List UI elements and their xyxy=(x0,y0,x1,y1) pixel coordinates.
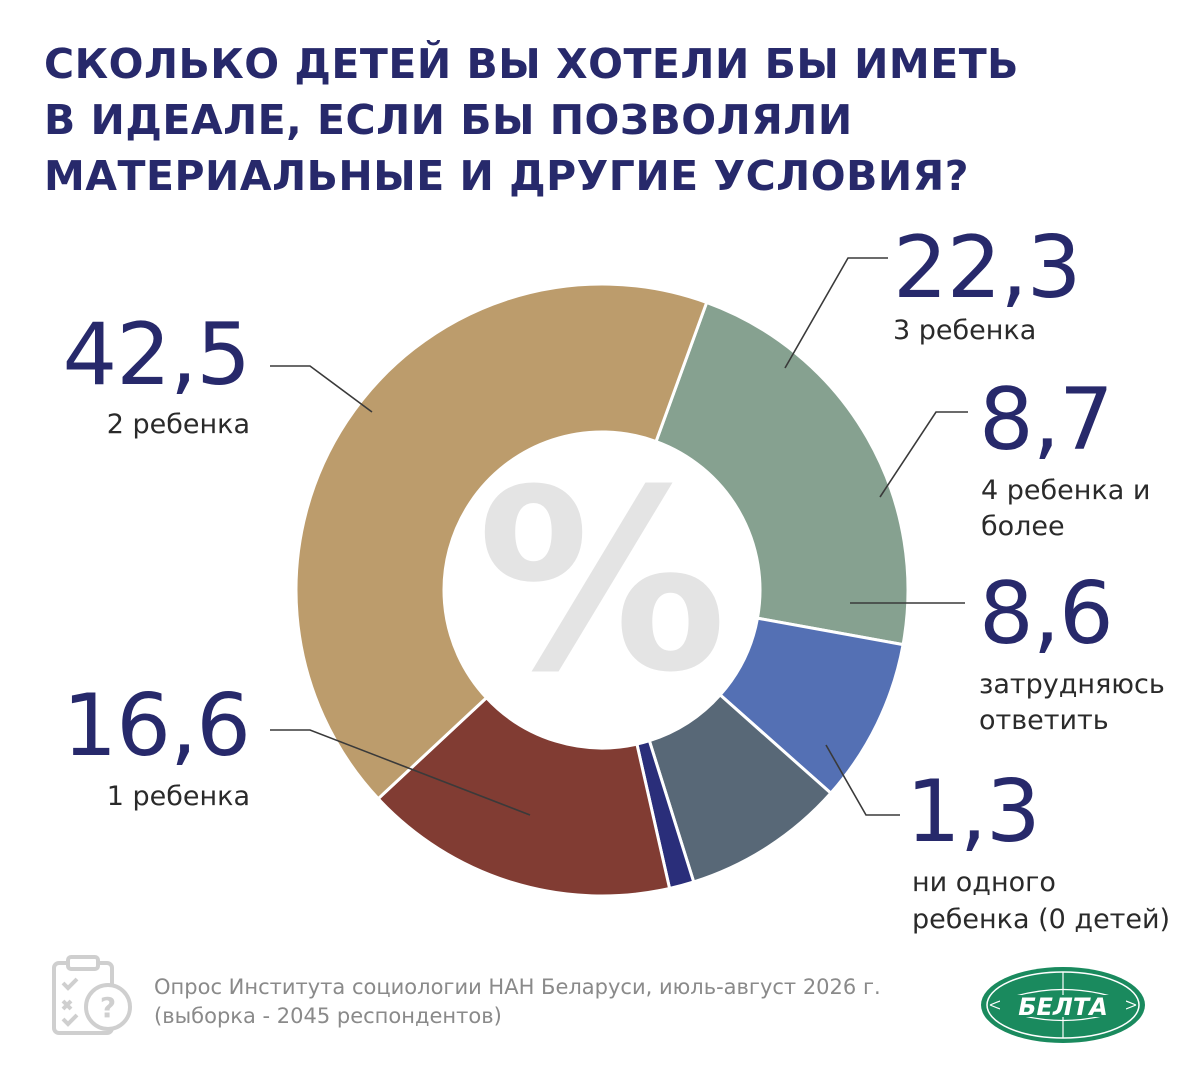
value-label-3-children: 22,3 xyxy=(893,218,1081,318)
value-label-0-children: 1,3 xyxy=(906,762,1041,862)
category-label-hard-line2: ответить xyxy=(979,705,1109,736)
leader-line-4 xyxy=(270,729,531,816)
category-label-0-line1: ни одного xyxy=(912,867,1056,898)
chart-title: СКОЛЬКО ДЕТЕЙ ВЫ ХОТЕЛИ БЫ ИМЕТЬ В ИДЕАЛ… xyxy=(44,36,1044,204)
category-label-4plus-line2: более xyxy=(981,511,1065,542)
title-line-2: В ИДЕАЛЕ, ЕСЛИ БЫ ПОЗВОЛЯЛИ xyxy=(44,96,853,144)
category-label-3-children: 3 ребенка xyxy=(893,315,1037,346)
value-label-4plus-children: 8,7 xyxy=(979,370,1114,470)
leader-line-3 xyxy=(825,744,900,816)
category-label-hard-line1: затрудняюсь xyxy=(979,669,1165,700)
belta-logo-text: БЕЛТА xyxy=(1018,993,1108,1021)
donut-slice-4 xyxy=(376,695,672,898)
leader-line-5 xyxy=(270,365,373,413)
source-line-1: Опрос Института социологии НАН Беларуси,… xyxy=(154,975,881,999)
donut-slice-0 xyxy=(654,300,910,647)
value-label-1-child: 16,6 xyxy=(62,676,251,776)
category-label-2-children: 2 ребенка xyxy=(106,409,250,440)
value-label-2-children: 42,5 xyxy=(62,305,251,405)
svg-text:?: ? xyxy=(100,991,116,1024)
category-label-1-child: 1 ребенка xyxy=(106,781,250,812)
donut-slice-5 xyxy=(294,282,709,801)
title-line-3: МАТЕРИАЛЬНЫЕ И ДРУГИЕ УСЛОВИЯ? xyxy=(44,152,969,200)
category-label-4plus-line1: 4 ребенка и xyxy=(981,475,1151,506)
value-label-hard-to-answer: 8,6 xyxy=(979,564,1114,664)
leader-line-0 xyxy=(784,257,888,369)
percent-symbol: % xyxy=(477,436,728,727)
leader-line-1 xyxy=(879,411,968,498)
clipboard-question-icon: ? xyxy=(52,955,132,1035)
category-label-0-line2: ребенка (0 детей) xyxy=(912,904,1171,935)
source-note: Опрос Института социологии НАН Беларуси,… xyxy=(154,973,881,1031)
title-line-1: СКОЛЬКО ДЕТЕЙ ВЫ ХОТЕЛИ БЫ ИМЕТЬ xyxy=(44,40,1019,88)
source-line-2: (выборка - 2045 респондентов) xyxy=(154,1004,502,1028)
belta-logo: БЕЛТА xyxy=(981,967,1145,1043)
